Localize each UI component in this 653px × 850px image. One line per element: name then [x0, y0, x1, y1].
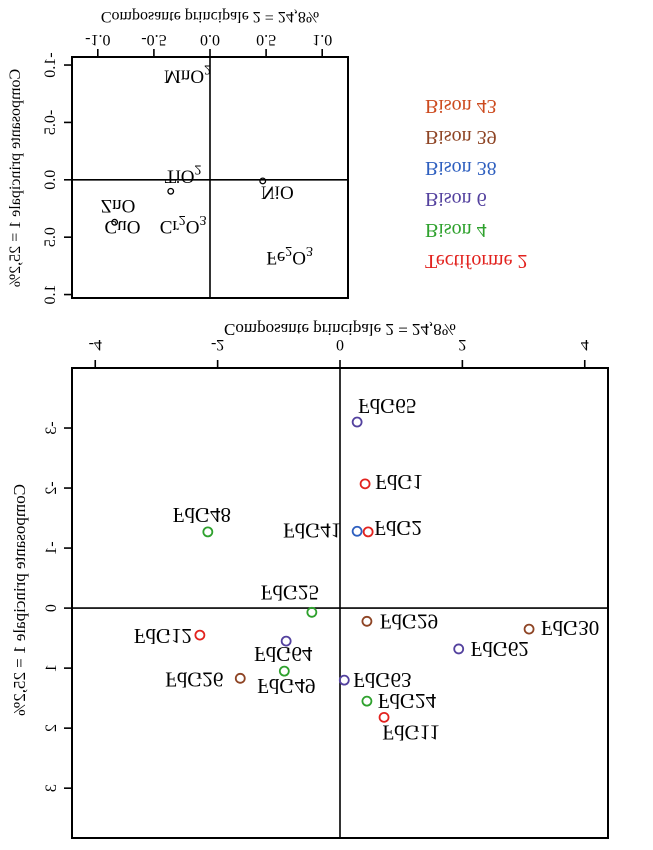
- x-tick-label: 0.0: [200, 31, 220, 48]
- y-tick-label: 2: [43, 724, 60, 732]
- point-label: FdG63: [353, 668, 411, 692]
- point-label: FdG49: [257, 674, 315, 698]
- legend-item-bison-43: Bison 43: [425, 95, 497, 117]
- x-tick-label: 1.0: [312, 31, 332, 48]
- legend-item-bison-39: Bison 39: [425, 126, 497, 148]
- data-point: [453, 643, 465, 655]
- variable-label: NiO: [261, 181, 294, 202]
- formula-text: TiO: [165, 165, 195, 186]
- y-tick-label: -1: [43, 541, 60, 554]
- data-point: [351, 416, 363, 428]
- data-point: [338, 674, 350, 686]
- scores-x-axis-title: Composante principale 2 = 24,8%: [224, 320, 456, 339]
- point-label: FdG30: [541, 616, 599, 640]
- loadings-x-axis-title: Composante principale 2 = 24,8%: [101, 8, 319, 25]
- x-tick-label: -2: [211, 336, 224, 353]
- formula-text: CuO: [105, 216, 141, 237]
- data-point: [361, 615, 373, 627]
- y-tick-label: 0.0: [42, 170, 59, 190]
- variable-label: Fe2O3: [266, 243, 313, 268]
- x-tick-label: 0.5: [256, 31, 276, 48]
- formula-text: NiO: [261, 181, 294, 202]
- point-label: FdG1: [375, 470, 423, 494]
- formula-subscript: 2: [204, 62, 211, 77]
- y-tick-label: 0: [43, 604, 60, 612]
- scores-y-axis-title: Composante principale 1 = 25,2%: [10, 484, 29, 716]
- point-label: FdG48: [173, 503, 231, 527]
- loading-point: [259, 177, 267, 185]
- loading-point: [111, 218, 119, 226]
- point-label: FdG12: [134, 624, 192, 648]
- y-tick-label: 1: [43, 664, 60, 672]
- formula-text: Fe: [266, 247, 285, 268]
- legend-item-bison-6: Bison 6: [425, 188, 487, 210]
- formula-text: O: [186, 216, 200, 237]
- x-tick-label: -4: [89, 336, 102, 353]
- x-tick-label: 2: [458, 336, 466, 353]
- formula-text: ZnO: [101, 195, 136, 216]
- loadings-plot: Composante principale 2 = 24,8% Composan…: [7, 8, 349, 305]
- point-label: FdG11: [382, 720, 440, 744]
- y-tick-label: -0.5: [42, 110, 59, 135]
- variable-label: TiO2: [165, 161, 202, 186]
- scores-plot: Composante principale 2 = 24,8% Composan…: [10, 320, 609, 839]
- legend: Tectiforme 2 Bison 4 Bison 6 Bison 38 Bi…: [425, 90, 527, 276]
- y-tick-label: 0.5: [42, 227, 59, 247]
- point-label: FdG65: [358, 394, 416, 418]
- data-point: [278, 665, 290, 677]
- y-tick-label: 1.0: [42, 285, 59, 305]
- formula-text: MnO: [164, 66, 204, 87]
- data-point: [378, 711, 390, 723]
- data-point: [306, 606, 318, 618]
- legend-item-bison-4: Bison 4: [425, 219, 487, 241]
- variable-label: ZnO: [101, 195, 136, 216]
- y-tick-label: -3: [43, 421, 60, 434]
- loadings-y-axis-title: Composante principale 1 = 25,2%: [7, 69, 24, 287]
- formula-subscript: 2: [195, 161, 202, 176]
- y-tick-label: -1.0: [42, 52, 59, 77]
- data-point: [202, 526, 214, 538]
- point-label: FdG41: [283, 518, 341, 542]
- point-label: FdG29: [380, 609, 438, 633]
- formula-subscript: 2: [179, 212, 186, 227]
- formula-subscript: 2: [285, 243, 292, 258]
- legend-item-tectiforme-2: Tectiforme 2: [425, 250, 528, 272]
- point-label: FdG64: [254, 642, 313, 666]
- data-point: [280, 635, 292, 647]
- x-tick-label: -1.0: [85, 31, 110, 48]
- data-point: [362, 526, 374, 538]
- variable-label: Cr2O3: [160, 212, 207, 237]
- point-label: FdG26: [165, 667, 223, 691]
- data-point: [361, 695, 373, 707]
- point-label: FdG24: [378, 689, 437, 713]
- x-tick-label: 4: [581, 336, 589, 353]
- y-tick-label: 3: [43, 784, 60, 792]
- y-tick-label: -2: [43, 481, 60, 494]
- formula-text: Cr: [160, 216, 180, 237]
- formula-subscript: 3: [306, 243, 313, 258]
- data-point: [351, 525, 363, 537]
- point-label: FdG62: [471, 637, 529, 661]
- loading-point: [167, 187, 175, 195]
- variable-label: MnO2: [164, 62, 211, 87]
- formula-text: O: [292, 247, 306, 268]
- data-point: [523, 623, 535, 635]
- formula-subscript: 3: [199, 212, 206, 227]
- point-label: FdG2: [374, 516, 422, 540]
- x-tick-label: -0.5: [141, 31, 166, 48]
- data-point: [234, 672, 246, 684]
- data-point: [359, 478, 371, 490]
- variable-label: CuO: [105, 216, 141, 237]
- point-label: FdG25: [261, 580, 319, 604]
- x-tick-label: 0: [336, 336, 344, 353]
- legend-item-bison-38: Bison 38: [425, 157, 497, 179]
- data-point: [194, 629, 206, 641]
